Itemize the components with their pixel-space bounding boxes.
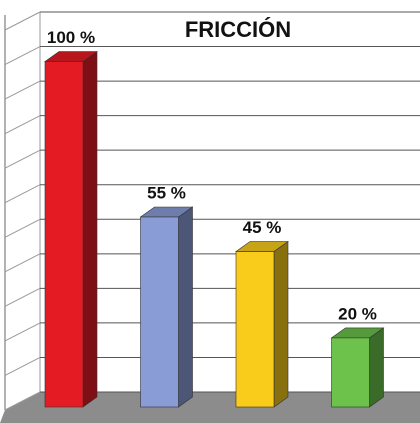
value-label: 45 % [243, 218, 282, 237]
wall-grid-line [4, 287, 41, 307]
wall-grid-line [4, 184, 41, 204]
bar-side [82, 50, 98, 408]
wall-grid-line [4, 218, 41, 238]
bar [235, 251, 275, 408]
wall-grid-line [4, 149, 41, 169]
value-label: 100 % [47, 28, 95, 47]
bar [331, 337, 370, 408]
value-label: 55 % [147, 183, 186, 202]
floor [0, 392, 420, 423]
wall-grid-line [4, 46, 41, 65]
wall-grid-line [4, 322, 41, 342]
wall-grid-line [4, 80, 41, 100]
bar [44, 61, 84, 408]
wall-grid-line [4, 391, 41, 411]
wall-grid-line [4, 253, 41, 273]
bar-side [178, 206, 193, 408]
wall-grid-line [4, 357, 41, 376]
bar-side [369, 327, 384, 408]
bar-side [273, 240, 289, 408]
chart-title: FRICCIÓN [185, 17, 291, 42]
wall-grid-line [4, 115, 41, 135]
value-label: 20 % [338, 304, 377, 323]
wall-grid-line [4, 11, 41, 31]
bar [140, 216, 179, 408]
